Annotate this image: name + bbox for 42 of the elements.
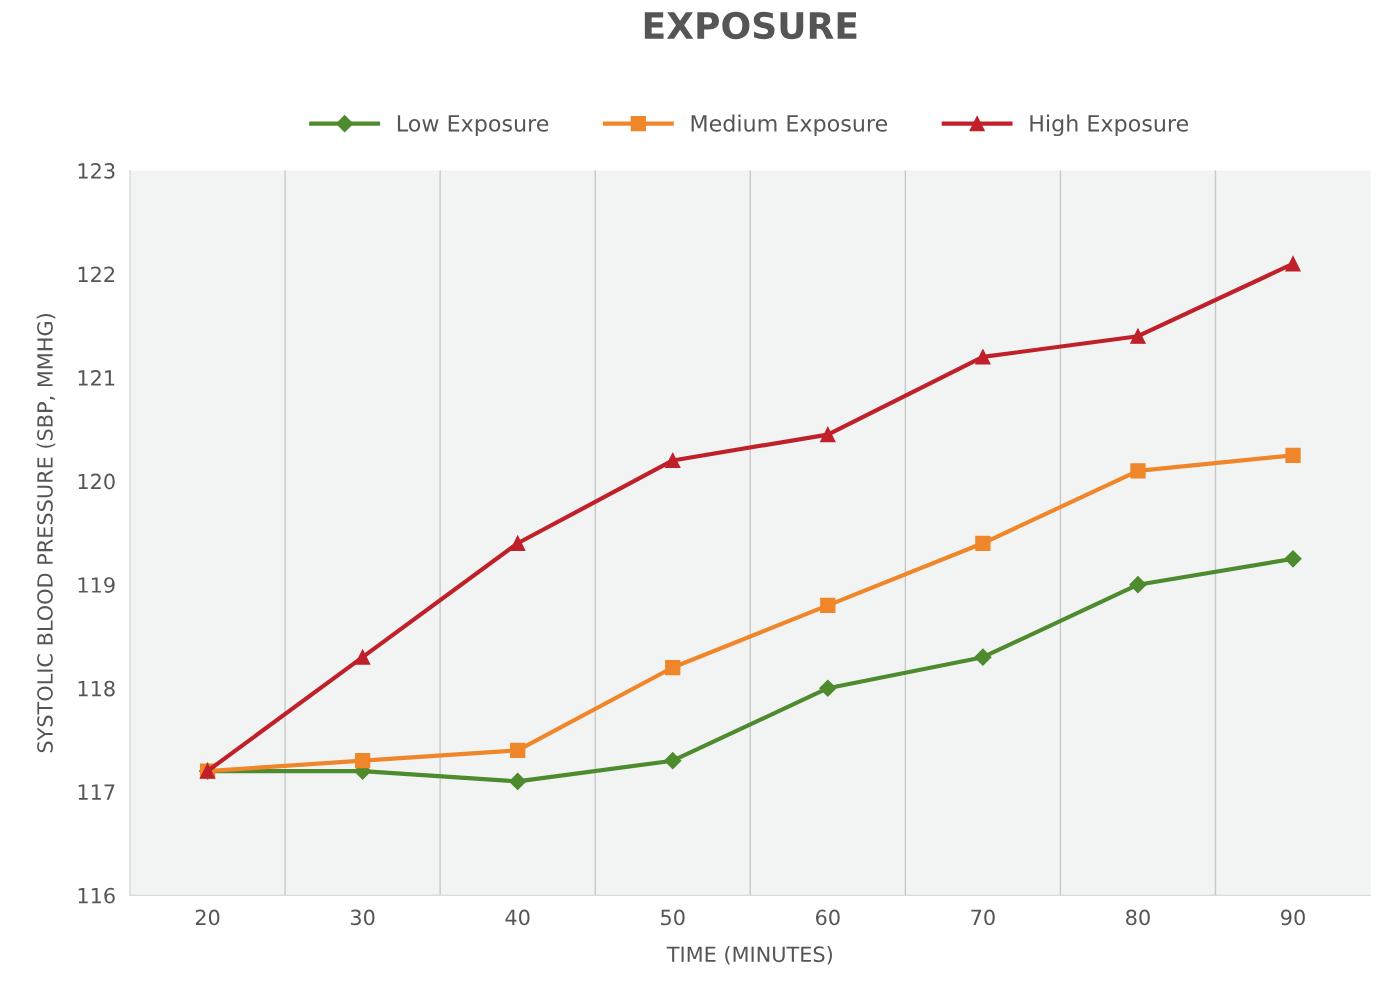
- legend-label: High Exposure: [1030, 114, 1189, 137]
- legend-label: Medium Exposure: [691, 114, 888, 137]
- point: [354, 649, 371, 665]
- point: [509, 772, 527, 790]
- point: [1129, 576, 1147, 594]
- point: [1130, 328, 1146, 344]
- point: [510, 535, 526, 551]
- y-axis-title: SYSTOLIC BLOOD PRESSURE (SBP, MMHG): [36, 314, 56, 753]
- y-tick-label: 123: [78, 163, 115, 179]
- x-tick-label: 20: [195, 909, 220, 926]
- y-tick-label: 122: [78, 266, 115, 283]
- point: [974, 648, 992, 666]
- y-tick-label: 120: [78, 473, 115, 490]
- point: [819, 679, 837, 697]
- point: [665, 452, 681, 469]
- x-tick-label: 40: [505, 909, 530, 926]
- y-tick-label: 116: [78, 887, 115, 904]
- point: [1284, 550, 1302, 568]
- y-tick-label: 117: [78, 784, 115, 800]
- x-tick-label: 50: [661, 909, 685, 926]
- point: [1285, 256, 1301, 272]
- point: [1285, 447, 1301, 463]
- point: [975, 535, 991, 551]
- chart-title: EXPOSURE: [644, 11, 857, 40]
- x-tick-label: 80: [1126, 909, 1150, 926]
- point: [820, 597, 836, 614]
- point: [1130, 463, 1146, 479]
- point: [664, 752, 682, 770]
- legend-label: Low Exposure: [397, 115, 549, 137]
- x-axis-title: TIME (MINUTES): [666, 946, 832, 965]
- point: [975, 349, 991, 365]
- y-tick-label: 121: [78, 370, 115, 386]
- y-tick-label: 119: [78, 577, 115, 593]
- point: [665, 659, 681, 676]
- point: [820, 426, 836, 443]
- x-tick-label: 30: [350, 909, 375, 926]
- y-tick-label: 118: [78, 680, 115, 697]
- x-tick-label: 70: [971, 909, 995, 926]
- x-tick-label: 60: [816, 909, 840, 926]
- point: [510, 742, 526, 758]
- point: [354, 753, 371, 769]
- x-tick-label: 90: [1281, 909, 1305, 926]
